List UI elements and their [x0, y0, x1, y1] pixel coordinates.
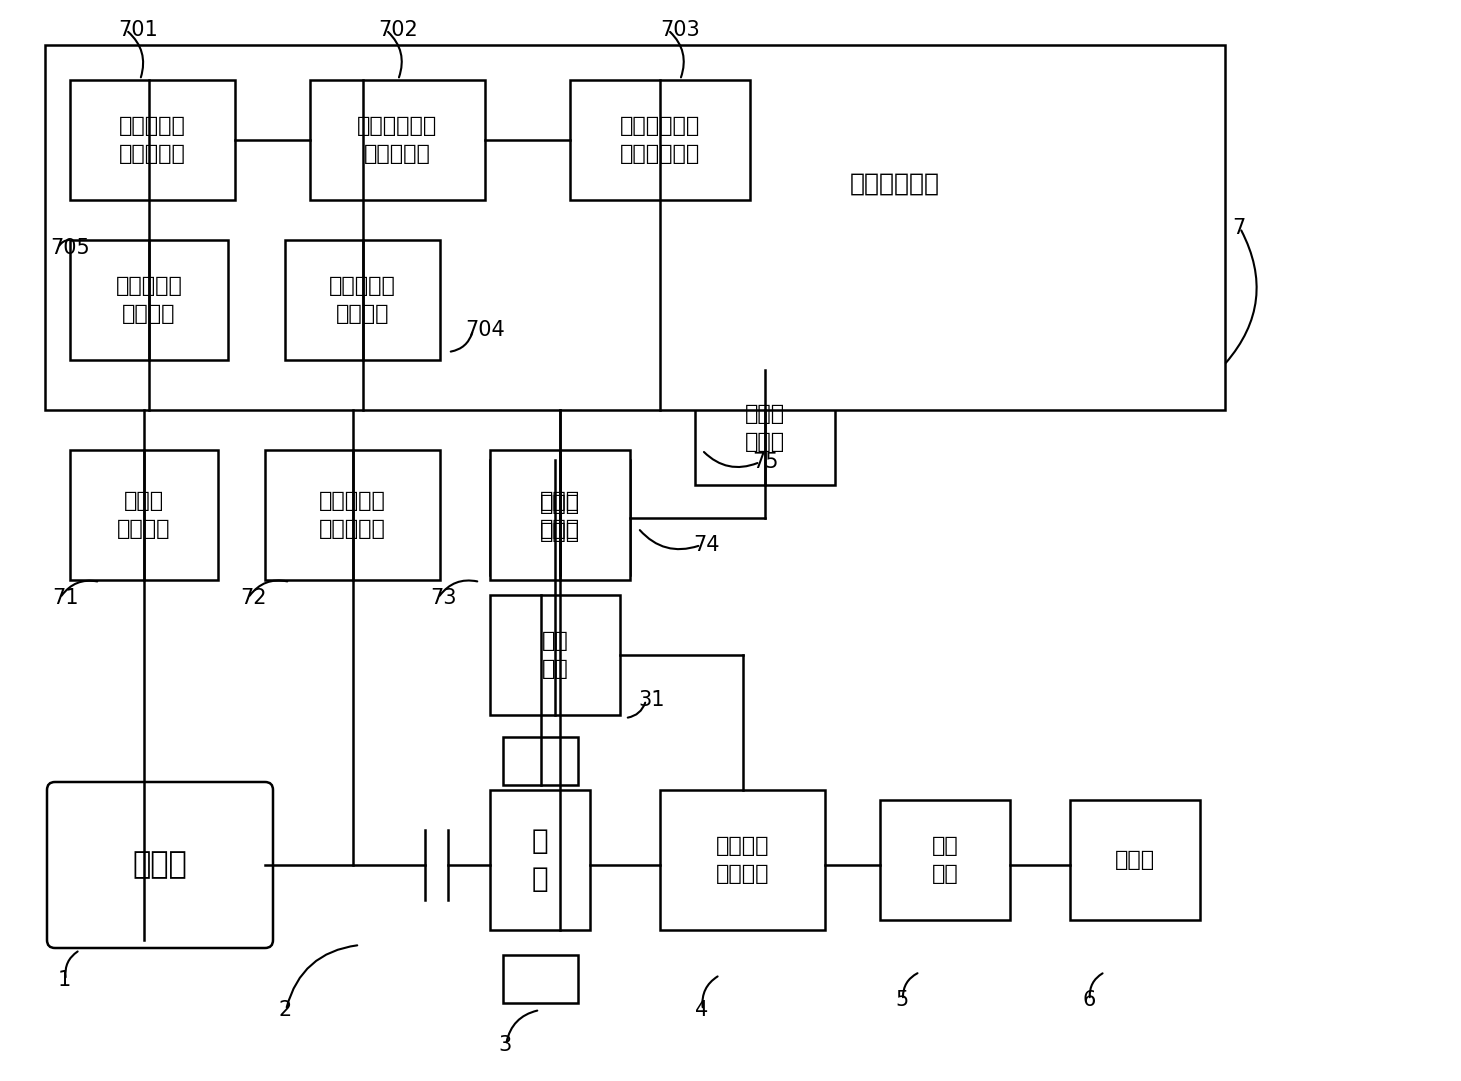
Text: 离合器开启
控制模块: 离合器开启 控制模块 [329, 276, 396, 324]
Text: 75: 75 [752, 452, 779, 472]
Text: 动力
电池: 动力 电池 [542, 631, 568, 679]
Text: 发动机: 发动机 [133, 851, 187, 880]
Text: 主减
速器: 主减 速器 [932, 836, 958, 884]
Bar [489, 461, 630, 575]
Text: 驾驶员减速意
图识别模块: 驾驶员减速意 图识别模块 [358, 116, 438, 164]
Bar [489, 595, 619, 715]
Bar [880, 800, 1010, 920]
Bar [70, 80, 235, 200]
Text: 发动机
控制单元: 发动机 控制单元 [117, 491, 171, 539]
Text: 4: 4 [695, 1000, 709, 1020]
Text: 电池管
理系统: 电池管 理系统 [541, 494, 580, 542]
Text: 705: 705 [50, 238, 89, 258]
Bar [503, 737, 579, 785]
Bar [660, 790, 825, 930]
Text: 自动机械
式变速器: 自动机械 式变速器 [716, 836, 770, 884]
Bar [285, 240, 440, 360]
Bar [570, 80, 749, 200]
Text: 电动式离合
器控制单元: 电动式离合 器控制单元 [318, 491, 386, 539]
Text: 31: 31 [638, 690, 665, 710]
Text: 2: 2 [278, 1000, 291, 1020]
Text: 6: 6 [1083, 990, 1096, 1010]
Bar [310, 80, 485, 200]
Text: 703: 703 [660, 21, 700, 40]
FancyBboxPatch shape [47, 782, 273, 948]
Bar [70, 240, 228, 360]
Text: 5: 5 [896, 990, 909, 1010]
Text: 704: 704 [465, 320, 504, 341]
Text: 传动控
制单元: 传动控 制单元 [745, 403, 785, 452]
Bar [1069, 800, 1199, 920]
Bar [70, 450, 218, 580]
Bar [489, 790, 590, 930]
Text: 车辆控制单元: 车辆控制单元 [850, 172, 939, 196]
Text: 3: 3 [498, 1035, 511, 1055]
Bar [45, 45, 1224, 410]
Text: 73: 73 [430, 588, 456, 608]
Text: 74: 74 [693, 535, 719, 555]
Text: 差速器: 差速器 [1115, 850, 1156, 870]
Text: 电
机: 电 机 [532, 827, 548, 894]
Text: 702: 702 [378, 21, 418, 40]
Text: 7: 7 [1232, 218, 1245, 238]
Text: 1: 1 [58, 970, 72, 990]
Text: 电机控
制单元: 电机控 制单元 [541, 491, 580, 539]
Text: 71: 71 [53, 588, 79, 608]
Bar [489, 450, 630, 580]
Text: 701: 701 [118, 21, 158, 40]
Text: 加速踏板信
号获取模块: 加速踏板信 号获取模块 [118, 116, 186, 164]
Text: 发动机反拖
控制模块: 发动机反拖 控制模块 [115, 276, 183, 324]
Text: 72: 72 [240, 588, 266, 608]
Text: 动力电池荷电
状态判断模块: 动力电池荷电 状态判断模块 [619, 116, 700, 164]
Bar [503, 955, 579, 1003]
Bar [695, 370, 836, 485]
Bar [264, 450, 440, 580]
